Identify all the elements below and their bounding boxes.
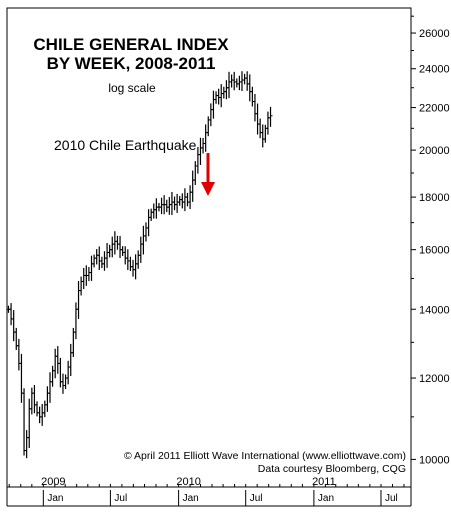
x-month-label: Jul	[385, 493, 398, 504]
chart-subtitle: log scale	[108, 81, 156, 95]
y-tick-label: 26000	[419, 28, 450, 40]
x-month-label: Jul	[114, 493, 127, 504]
chart-title-line-2: BY WEEK, 2008-2011	[47, 54, 216, 73]
x-month-label: Jan	[47, 493, 63, 504]
y-tick-label: 20000	[419, 145, 450, 157]
chart-title-line-1: CHILE GENERAL INDEX	[33, 35, 229, 54]
y-tick-label: 14000	[419, 304, 450, 316]
y-tick-label: 12000	[419, 373, 450, 385]
y-axis: 10000 12000 14000 16000 18000 20000 22000 24000…	[411, 15, 450, 466]
y-tick-label: 22000	[419, 103, 450, 115]
y-tick-label: 18000	[419, 192, 450, 204]
x-year-label: 2009	[41, 476, 65, 488]
y-tick-label: 10000	[419, 454, 450, 466]
earthquake-arrow	[201, 153, 215, 196]
x-year-label: 2011	[312, 476, 336, 488]
plot-frame	[6, 7, 412, 488]
x-year-label: 2010	[176, 476, 200, 488]
price-bars	[6, 71, 273, 459]
x-month-label: Jan	[183, 493, 199, 504]
x-axis: Jan Jul Jan Jul Jan Jul 2009 2010 2011	[8, 476, 405, 506]
y-tick-label: 24000	[419, 64, 450, 76]
ohlc-bar	[268, 106, 273, 127]
x-month-label: Jan	[318, 493, 334, 504]
copyright-credit: © April 2011 Elliott Wave International …	[124, 450, 406, 462]
arrow-head	[201, 182, 215, 196]
earthquake-annotation: 2010 Chile Earthquake	[54, 137, 197, 153]
y-tick-label: 16000	[419, 245, 450, 257]
data-source-credit: Data courtesy Bloomberg, CQG	[258, 463, 406, 475]
x-month-label: Jul	[250, 493, 263, 504]
